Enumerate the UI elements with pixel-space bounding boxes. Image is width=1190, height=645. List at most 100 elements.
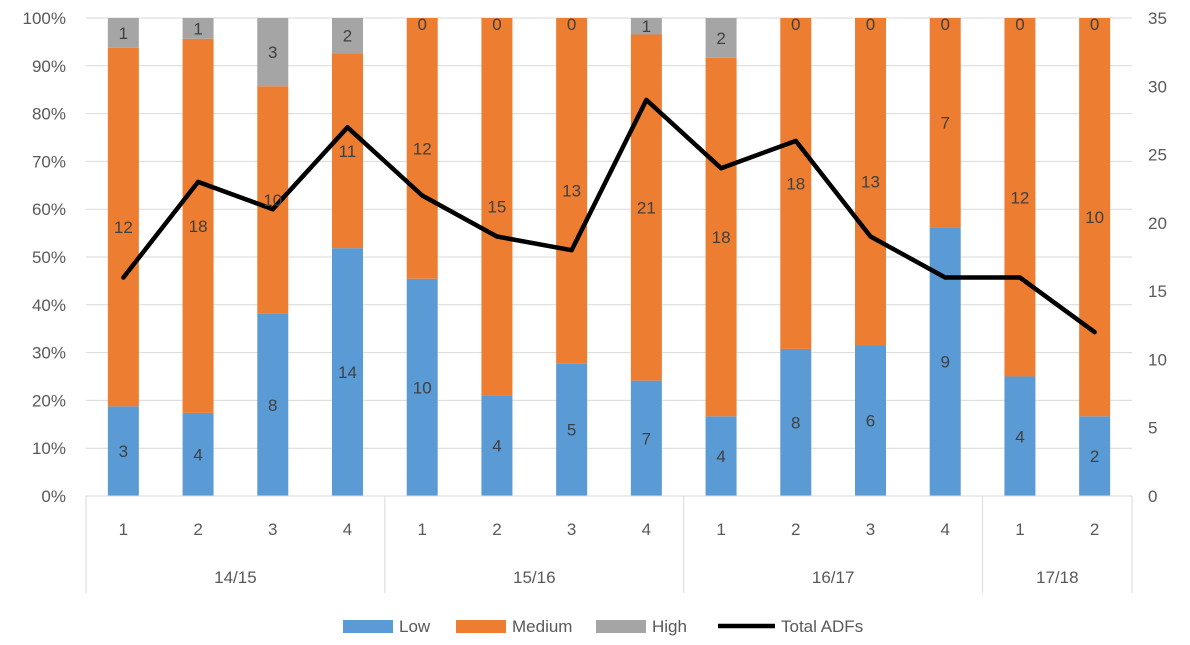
bar-segment-high [182,18,214,39]
data-label-low: 2 [1090,447,1099,466]
data-label-low: 9 [940,353,949,372]
data-label-low: 4 [1015,427,1024,446]
y-secondary-tick-label: 0 [1148,487,1157,506]
data-label-medium: 18 [712,228,731,247]
x-tick-label: 1 [119,520,128,539]
bar-segment-low [630,380,662,496]
y-primary-tick-label: 90% [32,57,66,76]
y-secondary-tick-label: 30 [1148,77,1167,96]
line-series-total-adfs [121,97,1097,335]
bar-segment-medium [630,34,662,381]
data-label-low: 4 [716,447,725,466]
bar-segment-medium [855,18,886,346]
data-label-high: 2 [343,27,352,46]
data-label-high: 0 [1090,15,1099,34]
bar-segment-medium [556,18,588,364]
bar-segment-high [107,18,139,48]
y-secondary-tick-label: 10 [1148,350,1167,369]
data-label-high: 0 [1015,15,1024,34]
x-tick-label: 2 [193,520,202,539]
y-primary-tick-label: 100% [23,9,66,28]
y-secondary-tick-label: 25 [1148,146,1167,165]
data-label-high: 3 [268,43,277,62]
data-label-medium: 15 [487,198,506,217]
bar-segment-high [332,18,363,54]
x-group-label: 16/17 [812,568,855,587]
bar-segment-low [107,406,139,496]
data-label-high: 0 [866,15,875,34]
legend: Low Medium High Total ADFs [343,617,863,636]
x-group-label: 15/16 [513,568,556,587]
bar-segment-medium [1004,18,1036,377]
data-label-medium: 12 [114,218,133,237]
bar-segment-low [705,416,737,496]
legend-label: Total ADFs [781,617,863,636]
bar-segment-low [556,363,588,496]
bar-segment-medium [107,47,139,407]
line-layer [121,97,1097,335]
bar-segment-low [406,278,438,496]
bar-segment-medium [182,38,214,413]
bars-layer [107,18,1111,496]
data-label-medium: 13 [562,182,581,201]
x-tick-label: 4 [343,520,352,539]
x-tick-label: 2 [492,520,501,539]
data-label-low: 10 [413,378,432,397]
data-label-medium: 18 [189,217,208,236]
data-label-medium: 21 [637,199,656,218]
y-primary-tick-label: 30% [32,344,66,363]
data-label-medium: 13 [861,173,880,192]
y-secondary-tick-label: 5 [1148,419,1157,438]
x-tick-label: 3 [567,520,576,539]
legend-swatch-high [596,620,646,633]
data-label-low: 7 [642,429,651,448]
x-tick-label: 4 [642,520,651,539]
data-label-medium: 10 [263,191,282,210]
bar-segment-medium [332,53,363,249]
data-label-high: 1 [642,17,651,36]
bar-segment-high [705,18,737,58]
data-label-high: 0 [492,15,501,34]
data-label-high: 0 [791,15,800,34]
bar-segment-medium [705,57,737,417]
bar-segment-low [1079,416,1111,496]
bar-segment-low [257,313,289,496]
bar-segment-low [1004,376,1036,496]
data-label-low: 8 [791,413,800,432]
x-tick-label: 2 [1090,520,1099,539]
bar-segment-low [182,412,214,496]
bar-segment-low [855,345,886,496]
legend-label: High [652,617,687,636]
bar-segment-high [257,18,289,87]
x-tick-label: 3 [268,520,277,539]
data-label-low: 3 [119,442,128,461]
data-label-high: 0 [417,15,426,34]
data-labels-layer: 3121418181031411210120415051307211418281… [114,15,1104,466]
bar-segment-medium [780,18,812,349]
data-label-low: 4 [193,445,202,464]
y-primary-tick-label: 50% [32,248,66,267]
legend-label: Low [399,617,431,636]
legend-label: Medium [512,617,572,636]
data-label-medium: 12 [1010,188,1029,207]
data-label-high: 2 [716,29,725,48]
data-label-high: 1 [119,24,128,43]
data-label-low: 4 [492,437,501,456]
y-primary-tick-label: 10% [32,439,66,458]
data-label-high: 0 [940,15,949,34]
y-primary-tick-label: 20% [32,391,66,410]
x-tick-label: 1 [417,520,426,539]
bar-segment-medium [929,18,961,228]
legend-swatch-low [343,620,393,633]
axes-layer: 0%10%20%30%40%50%60%70%80%90%100%0510152… [23,9,1167,593]
data-label-medium: 10 [1085,208,1104,227]
data-label-medium: 7 [940,114,949,133]
data-label-medium: 18 [786,174,805,193]
bar-segment-high [630,18,662,35]
bar-segment-medium [1079,18,1111,417]
x-tick-label: 1 [716,520,725,539]
bar-segment-medium [481,18,513,396]
y-secondary-tick-label: 35 [1148,9,1167,28]
y-secondary-tick-label: 15 [1148,282,1167,301]
